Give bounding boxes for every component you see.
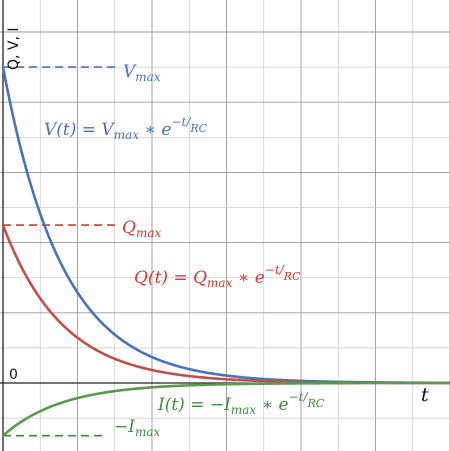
i-equation-slash: /	[302, 390, 309, 404]
v-equation-sub: max	[114, 128, 140, 142]
v-max-subscript: max	[135, 70, 161, 84]
i-equation: I(t) = −Imax ∗ e−t/RC	[157, 390, 325, 417]
v-equation-suffix: ∗ e	[139, 120, 171, 140]
i-equation-exp-den: RC	[307, 397, 325, 410]
q-equation-sub: max	[207, 276, 233, 290]
origin-label: 0	[9, 367, 18, 383]
i-max-subscript: max	[135, 425, 161, 439]
q-equation-exp-num: −t	[265, 263, 280, 277]
v-equation-slash: /	[185, 115, 192, 129]
q-equation-prefix: Q(t) = Q	[134, 268, 207, 288]
v-equation-prefix: V(t) = V	[44, 120, 115, 140]
q-equation: Q(t) = Qmax ∗ e−t/RC	[134, 263, 301, 290]
i-max-label: −Imax	[114, 417, 161, 439]
y-axis-label: Q, V, I	[6, 27, 22, 70]
v-equation-exp-den: RC	[189, 122, 207, 135]
curves	[1, 66, 450, 437]
reference-lines	[3, 66, 117, 437]
i-equation-suffix: ∗ e	[256, 395, 288, 415]
q-equation-suffix: ∗ e	[232, 268, 264, 288]
v-max-label: Vmax	[123, 62, 161, 84]
series-line-i	[2, 381, 450, 437]
x-axis-label: t	[421, 384, 429, 406]
v-equation-exp-num: −t	[171, 115, 186, 129]
q-equation-exp-den: RC	[283, 270, 301, 283]
q-max-subscript: max	[136, 226, 162, 240]
i-equation-exp-num: −t	[289, 390, 304, 404]
i-equation-sub: max	[231, 403, 257, 417]
v-equation: V(t) = Vmax ∗ e−t/RC	[44, 115, 208, 142]
q-equation-slash: /	[279, 263, 286, 277]
q-max-label: Qmax	[122, 218, 161, 240]
i-equation-prefix: I(t) = −I	[157, 395, 231, 415]
